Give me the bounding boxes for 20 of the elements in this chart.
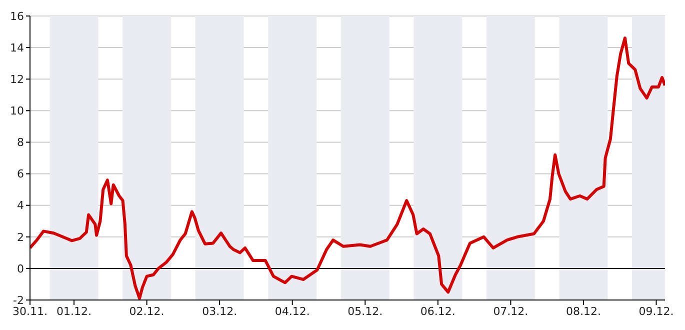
y-tick-label: 4 — [17, 199, 24, 212]
x-tick-label: 06.12. — [420, 304, 456, 318]
x-tick-label: 30.11. — [12, 304, 48, 318]
x-tick-label: 05.12. — [348, 304, 383, 318]
y-tick-label: 0 — [17, 262, 24, 276]
y-tick-label: 2 — [17, 230, 24, 244]
y-tick-label: 12 — [10, 73, 24, 86]
y-tick-label: 8 — [17, 136, 24, 150]
y-tick-label: 10 — [10, 104, 24, 118]
y-tick-label: -2 — [13, 294, 24, 307]
x-tick-label: 03.12. — [202, 304, 238, 318]
x-tick-label: 07.12. — [493, 304, 528, 318]
x-tick-label: 01.12. — [56, 304, 92, 318]
x-tick-label: 04.12. — [274, 304, 310, 318]
x-tick-label: 02.12. — [129, 304, 164, 318]
y-tick-label: 16 — [10, 10, 24, 23]
x-tick-label: 09.12. — [638, 304, 674, 318]
x-tick-label: 08.12. — [566, 304, 601, 318]
y-tick-label: 6 — [17, 168, 24, 181]
y-tick-label: 14 — [10, 41, 24, 54]
